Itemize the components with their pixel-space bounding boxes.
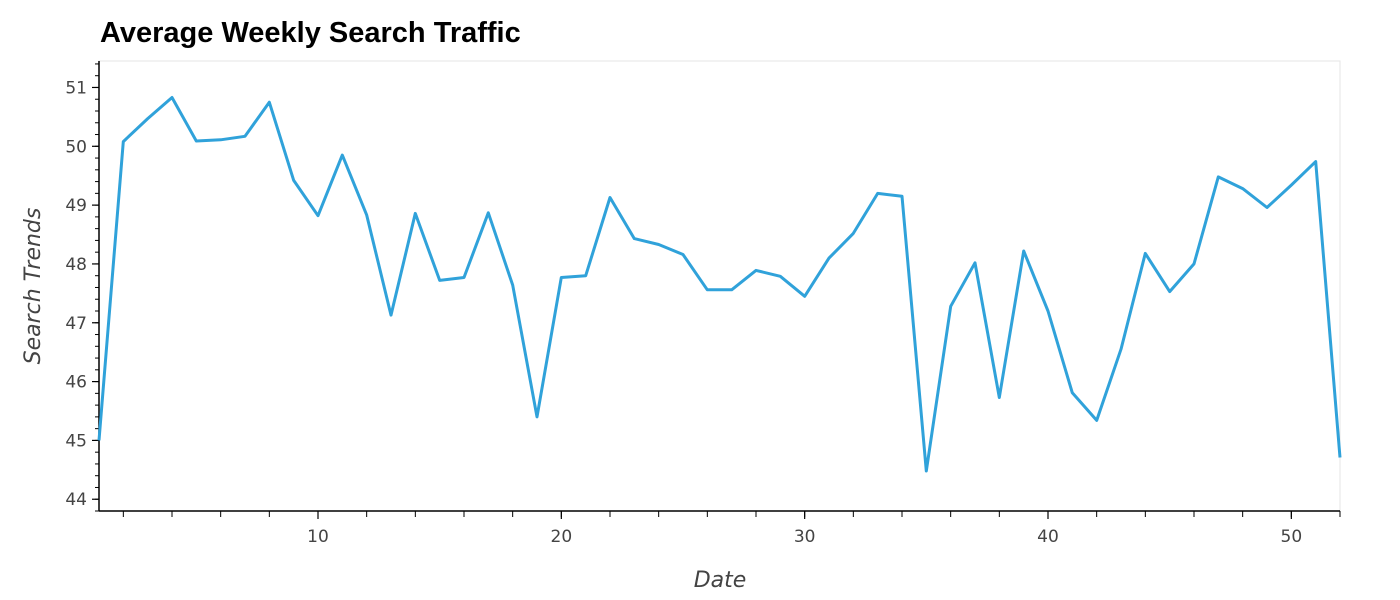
axes: 44 45 46 47 48 49 50 51 10 20 30 40 50 (65, 61, 1341, 547)
x-axis-label: Date (694, 568, 747, 593)
x-tick-label: 50 (1281, 527, 1303, 547)
plot-area-border (98, 60, 1341, 512)
y-tick-label: 51 (65, 78, 87, 98)
x-tick-label: 10 (307, 527, 329, 547)
y-tick-label: 46 (65, 373, 87, 393)
series-line (97, 96, 1342, 473)
x-tick-label: 30 (794, 527, 816, 547)
y-tick-label: 50 (65, 137, 87, 157)
y-tick-label: 48 (65, 255, 87, 275)
x-tick-label: 40 (1037, 527, 1059, 547)
y-tick-label: 47 (65, 314, 87, 334)
y-tick-label: 49 (65, 196, 87, 216)
y-tick-label: 45 (65, 431, 87, 451)
x-tick-label: 20 (551, 527, 573, 547)
y-tick-label: 44 (65, 490, 87, 510)
y-axis-label: Search Trends (21, 208, 46, 365)
chart-title: Average Weekly Search Traffic (100, 17, 521, 49)
series-layer (97, 96, 1342, 473)
